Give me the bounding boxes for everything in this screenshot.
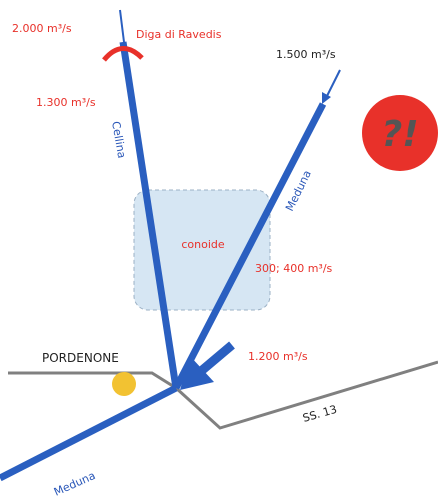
river-meduna-lower — [0, 384, 178, 482]
road-label: SS. 13 — [301, 403, 338, 425]
inflow-arrow — [325, 69, 341, 99]
alert-badge — [362, 95, 438, 171]
inflow-arrow — [119, 9, 125, 43]
dam-label: Diga di Ravedis — [136, 28, 222, 41]
fan-area — [133, 189, 271, 311]
river-label: Meduna — [52, 469, 97, 499]
flow-label: 1.500 m³/s — [276, 48, 336, 61]
junction-arrow — [197, 341, 235, 376]
flow-label: 1.300 m³/s — [36, 96, 96, 109]
river-label: Cellina — [109, 120, 128, 159]
flow-label: 2.000 m³/s — [12, 22, 72, 35]
alert-text: ?! — [381, 114, 418, 155]
road — [8, 360, 438, 430]
fan-label: conoide — [181, 238, 225, 251]
river-meduna-upper — [172, 102, 327, 390]
arrow-head — [180, 356, 214, 390]
flow-label: 1.200 m³/s — [248, 350, 308, 363]
city-dot — [112, 372, 136, 396]
river-cellina — [119, 41, 180, 389]
arrow-head — [322, 92, 331, 104]
dam — [102, 46, 144, 62]
city-label: PORDENONE — [42, 351, 119, 365]
flow-label: 300; 400 m³/s — [255, 262, 333, 275]
